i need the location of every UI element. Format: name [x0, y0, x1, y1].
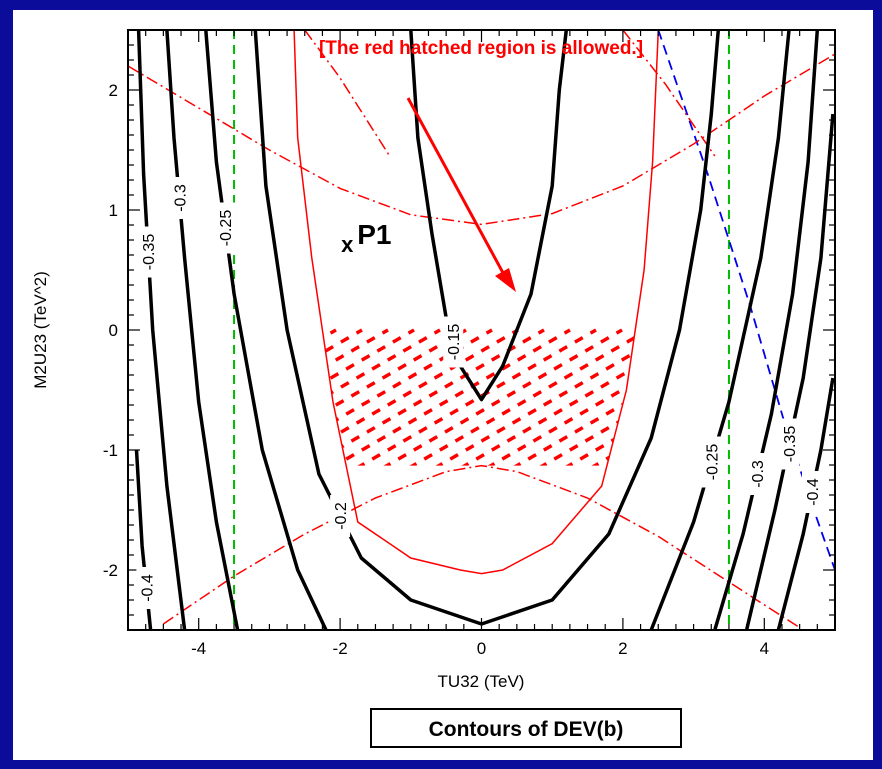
note-arrowhead	[495, 268, 516, 292]
contour-label-group: -0.2	[330, 495, 351, 537]
p1-label: P1	[357, 219, 391, 250]
dashdot-curve	[304, 30, 391, 157]
labels-layer: -0.15 -0.2 -0.25 -0.25 -0.3 -0.3 -0.35 -0.35 -0.…	[136, 177, 822, 609]
contour-label: -0.4	[139, 574, 156, 602]
allowed-region-note: [The red hatched region is allowed.]	[319, 38, 643, 59]
contour-line	[165, 30, 240, 630]
x-tick-label: -4	[191, 639, 206, 658]
contour-label-bg	[215, 202, 236, 254]
y-tick-label: 1	[109, 201, 118, 220]
contour-label: -0.35	[141, 234, 158, 271]
contour-line	[204, 30, 328, 630]
hatch-line	[13, 330, 102, 630]
contour-line	[409, 30, 569, 402]
x-tick-labels: -4 -2 0 2 4	[191, 639, 769, 658]
contour-label-bg	[330, 495, 351, 537]
contour-plot: -0.15 -0.2 -0.25 -0.25 -0.3 -0.3 -0.35 -0.35 -0.…	[13, 29, 873, 748]
y-tick-labels: -2 -1 0 1 2	[103, 81, 118, 580]
y-tick-label: 2	[109, 81, 118, 100]
hatch-line	[13, 330, 24, 630]
contour-label-bg	[747, 453, 768, 495]
contour-label: -0.15	[446, 324, 463, 361]
p1-marker: x	[341, 232, 354, 257]
contour-label-group: -0.15	[443, 316, 464, 368]
contour-line	[136, 30, 187, 630]
x-axis-label: TU32 (TeV)	[438, 672, 525, 691]
caption-box	[370, 708, 682, 748]
contour-label: -0.2	[333, 502, 350, 530]
contour-label-group: -0.25	[701, 436, 722, 488]
y-axis-label: M2U23 (TeV^2)	[31, 271, 50, 389]
contour-label-group: -0.35	[779, 418, 799, 470]
contour-label-group: -0.3	[747, 453, 768, 495]
contour-label: -0.3	[172, 184, 189, 212]
contour-line	[649, 30, 791, 630]
figure-panel: -0.15 -0.2 -0.25 -0.25 -0.3 -0.3 -0.35 -0.35 -0.…	[13, 10, 873, 760]
contour-label-bg	[802, 471, 822, 513]
contour-label-bg	[443, 316, 464, 368]
hatch-line	[856, 330, 873, 630]
contour-label: -0.35	[782, 426, 799, 463]
contour-label-bg	[169, 177, 190, 219]
curves-layer	[13, 30, 873, 630]
x-tick-label: 2	[618, 639, 627, 658]
y-tick-label: 0	[109, 321, 118, 340]
contour-label: -0.4	[805, 478, 822, 506]
contour-label: -0.25	[218, 210, 235, 247]
x-tick-label: 0	[477, 639, 486, 658]
contour-label: -0.3	[750, 460, 767, 488]
contour-label-group: -0.3	[169, 177, 190, 219]
contour-label-group: -0.4	[136, 567, 157, 609]
plot-area	[128, 30, 835, 630]
contour-line	[253, 30, 721, 626]
contour-label-bg	[779, 418, 799, 470]
ticks-layer	[127, 29, 836, 631]
caption-text: Contours of DEV(b)	[429, 718, 624, 741]
contour-label-group: -0.4	[802, 471, 822, 513]
y-tick-label: -2	[103, 561, 118, 580]
dashdot-curve	[622, 30, 716, 157]
x-tick-label: 4	[760, 639, 769, 658]
contour-label-group: -0.25	[215, 202, 236, 254]
contour-label-bg	[701, 436, 722, 488]
note-arrow	[406, 97, 510, 283]
dashdot-curve	[128, 53, 835, 226]
blue-bound-line	[657, 30, 835, 571]
contour-line	[713, 30, 820, 630]
contour-label: -0.25	[704, 444, 721, 481]
x-tick-label: -2	[333, 639, 348, 658]
contour-label-bg	[138, 226, 159, 278]
y-tick-label: -1	[103, 441, 118, 460]
contour-label-group: -0.35	[138, 226, 159, 278]
hatch-line	[830, 330, 873, 630]
allowed-boundary	[293, 30, 660, 575]
contour-label-bg	[136, 567, 157, 609]
